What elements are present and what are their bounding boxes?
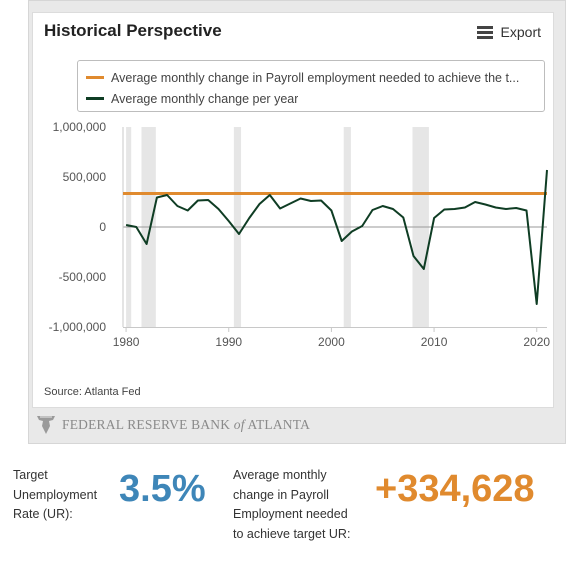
stats-section: Target Unemployment Rate (UR): 3.5% Aver…	[0, 464, 576, 576]
series-per-year-line	[125, 169, 548, 305]
hamburger-menu-icon	[476, 26, 493, 39]
target-ur-value: 3.5%	[119, 468, 206, 510]
x-tick-label: 2020	[523, 335, 550, 349]
chart-legend: Average monthly change in Payroll employ…	[77, 60, 545, 112]
y-tick-label: 1,000,000	[53, 120, 107, 134]
line-chart: -1,000,000 -500,000 0 500,000 1,000,000 1980 1…	[49, 120, 551, 349]
chart-title: Historical Perspective	[44, 21, 222, 40]
legend-item-per-year[interactable]: Average monthly change per year	[86, 88, 536, 109]
export-label: Export	[500, 24, 541, 40]
chart-card: Historical Perspective Export Average mo…	[32, 12, 554, 408]
x-tick-label: 2000	[318, 335, 345, 349]
frb-logo-text-2: of	[233, 417, 245, 432]
x-tick-label: 1990	[215, 335, 242, 349]
x-tick-label: 2010	[421, 335, 448, 349]
y-tick-label: -500,000	[59, 270, 107, 284]
frb-eagle-logo-icon	[37, 416, 55, 434]
target-ur-label: Target Unemployment Rate (UR):	[13, 468, 98, 521]
frb-logo-text-3: ATLANTA	[247, 417, 311, 432]
frb-logo: FEDERAL RESERVE BANK of ATLANTA	[36, 414, 310, 436]
needed-change-label: Average monthly change in Payroll Employ…	[233, 468, 351, 541]
legend-swatch-per-year	[86, 97, 104, 100]
frb-logo-text-1: FEDERAL RESERVE BANK	[62, 417, 231, 432]
frb-logo-text: FEDERAL RESERVE BANK of ATLANTA	[62, 417, 310, 433]
y-tick-label: 0	[99, 220, 106, 234]
y-tick-label: 500,000	[63, 170, 107, 184]
export-button[interactable]: Export	[476, 24, 541, 40]
legend-swatch-target	[86, 76, 104, 79]
y-tick-label: -1,000,000	[49, 320, 107, 334]
source-note: Source: Atlanta Fed	[44, 386, 141, 398]
x-tick-label: 1980	[113, 335, 140, 349]
legend-item-target[interactable]: Average monthly change in Payroll employ…	[86, 67, 536, 88]
needed-change-value: +334,628	[375, 468, 535, 510]
